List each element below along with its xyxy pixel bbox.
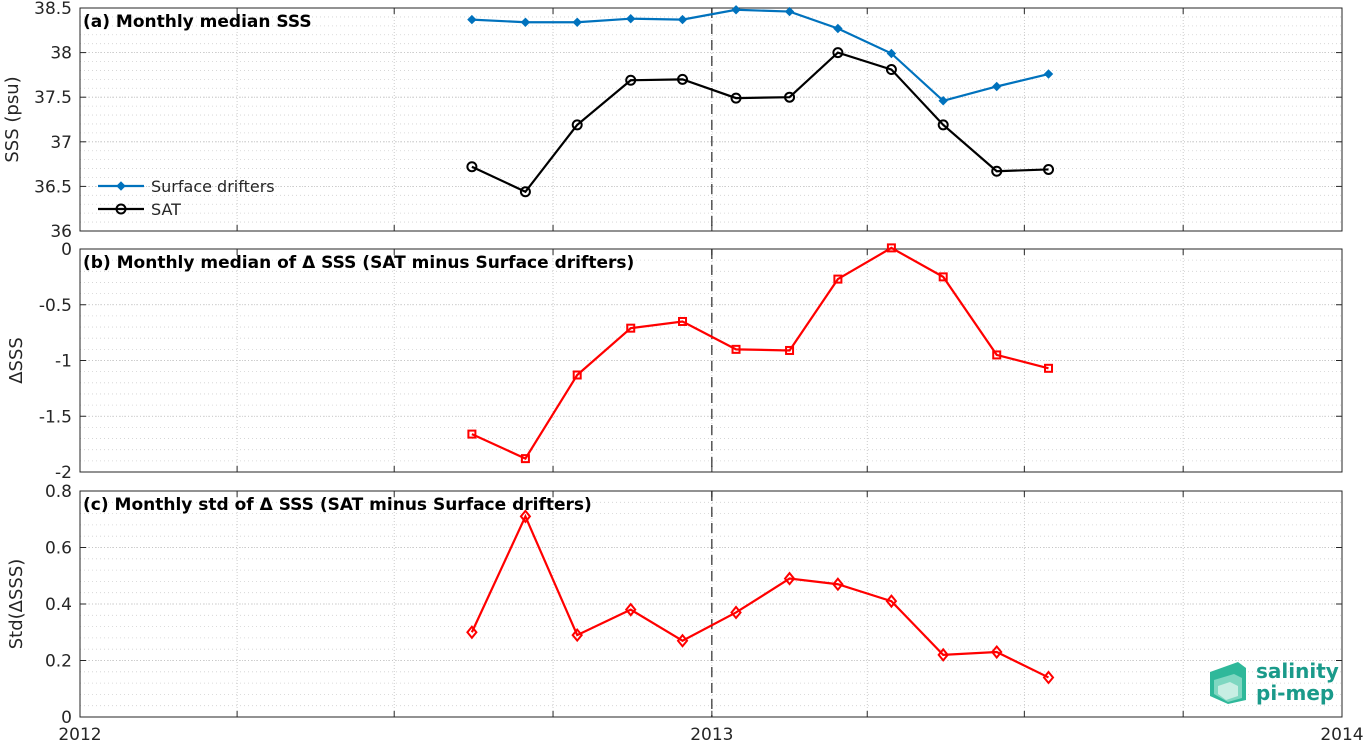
data-point bbox=[572, 17, 582, 27]
data-point bbox=[624, 602, 637, 617]
legend-label: Surface drifters bbox=[151, 177, 275, 196]
data-point bbox=[783, 571, 796, 586]
data-point bbox=[571, 627, 583, 643]
data-point bbox=[937, 647, 949, 662]
data-point bbox=[1042, 670, 1055, 685]
data-point bbox=[885, 64, 897, 76]
panel-b: -2 -1.5 -1 -0.5 0 ΔSSS (b) Monthly median of Δ… bbox=[6, 240, 1343, 483]
data-point bbox=[730, 605, 742, 620]
y-tick-label: 36.5 bbox=[34, 177, 72, 197]
y-axis-label: Std(ΔSSS) bbox=[6, 559, 27, 650]
y-axis-label: ΔSSS bbox=[6, 337, 27, 384]
legend-label: SAT bbox=[151, 200, 181, 219]
data-point bbox=[832, 47, 844, 59]
data-point bbox=[731, 5, 741, 15]
data-point bbox=[937, 119, 949, 131]
data-point bbox=[571, 119, 583, 131]
series-surface-drifters bbox=[467, 5, 1054, 106]
data-point bbox=[677, 14, 688, 25]
y-axis-label: SSS (psu) bbox=[2, 76, 23, 162]
series-delta-2 bbox=[466, 509, 1055, 685]
y-tick-label: 0.2 bbox=[45, 652, 72, 672]
data-point bbox=[676, 633, 689, 648]
series-line bbox=[471, 51, 1049, 194]
x-tick-label: 2012 bbox=[58, 725, 101, 745]
y-tick-label: -0.5 bbox=[39, 296, 72, 316]
series-delta-1 bbox=[467, 243, 1054, 464]
panel-title: (c) Monthly std of Δ SSS (SAT minus Surf… bbox=[83, 495, 592, 515]
data-point bbox=[466, 161, 478, 173]
y-tick-label: -1 bbox=[55, 352, 72, 372]
y-tick-label: -2 bbox=[55, 463, 72, 483]
logo-line2: pi-mep bbox=[1256, 681, 1334, 705]
panel-c: 0 0.2 0.4 0.6 0.8 Std(ΔSSS) (c) Monthly std of… bbox=[6, 482, 1364, 745]
data-point bbox=[886, 243, 896, 253]
data-point bbox=[678, 316, 688, 326]
y-tick-label: 0.6 bbox=[45, 539, 72, 559]
salinity-pi-mep-logo: salinity pi-mep bbox=[1210, 659, 1339, 705]
series-line bbox=[471, 246, 1049, 461]
data-point bbox=[784, 91, 796, 103]
series-line bbox=[470, 513, 1049, 679]
data-point bbox=[626, 13, 636, 24]
y-tick-label: 37 bbox=[50, 133, 72, 153]
data-point bbox=[519, 509, 532, 524]
y-tick-label: 0 bbox=[61, 708, 72, 728]
series-line bbox=[471, 8, 1049, 102]
data-point bbox=[519, 186, 531, 198]
data-point bbox=[626, 323, 636, 333]
data-point bbox=[938, 272, 948, 282]
data-point bbox=[467, 429, 477, 439]
data-point bbox=[467, 14, 477, 25]
panel-a: 36 36.5 37 37.5 38 38.5 SSS (psu) (a) Monthly m… bbox=[2, 0, 1343, 242]
data-point bbox=[885, 594, 898, 609]
data-point bbox=[784, 6, 795, 17]
data-point bbox=[992, 350, 1002, 360]
data-point bbox=[886, 48, 897, 59]
data-point bbox=[731, 344, 741, 354]
panel-title: (b) Monthly median of Δ SSS (SAT minus S… bbox=[83, 253, 634, 273]
data-point bbox=[730, 92, 742, 104]
data-point bbox=[1043, 69, 1054, 79]
y-tick-label: 0.8 bbox=[45, 482, 72, 502]
x-tick-label: 2013 bbox=[690, 725, 733, 745]
data-point bbox=[785, 345, 795, 355]
data-point bbox=[520, 454, 530, 464]
data-point bbox=[833, 274, 843, 284]
y-tick-label: 0 bbox=[61, 240, 72, 260]
data-point bbox=[990, 644, 1003, 660]
data-point bbox=[1043, 163, 1055, 175]
y-tick-label: 36 bbox=[50, 222, 72, 242]
legend-marker bbox=[115, 203, 127, 215]
y-tick-label: 0.4 bbox=[45, 595, 72, 615]
plot-area bbox=[80, 8, 1342, 231]
y-tick-label: 38.5 bbox=[34, 0, 72, 19]
data-point bbox=[833, 23, 843, 34]
axes-box bbox=[79, 7, 1343, 232]
y-tick-label: 38 bbox=[50, 44, 72, 64]
x-tick-label: 2014 bbox=[1320, 725, 1363, 745]
data-point bbox=[992, 81, 1002, 92]
y-tick-label: 37.5 bbox=[34, 88, 72, 108]
logo-line1: salinity bbox=[1256, 659, 1339, 683]
y-tick-label: -1.5 bbox=[39, 407, 72, 427]
data-point bbox=[1044, 363, 1054, 373]
data-point bbox=[991, 165, 1003, 177]
series-sat bbox=[466, 47, 1055, 198]
legend-marker bbox=[116, 181, 126, 191]
data-point bbox=[832, 577, 844, 592]
data-point bbox=[572, 370, 582, 380]
data-point bbox=[938, 96, 948, 106]
panel-title: (a) Monthly median SSS bbox=[83, 12, 312, 32]
data-point bbox=[520, 17, 531, 27]
data-point bbox=[677, 73, 689, 85]
data-point bbox=[625, 74, 637, 86]
legend: Surface drifters SAT bbox=[98, 177, 275, 219]
data-point bbox=[466, 625, 478, 640]
